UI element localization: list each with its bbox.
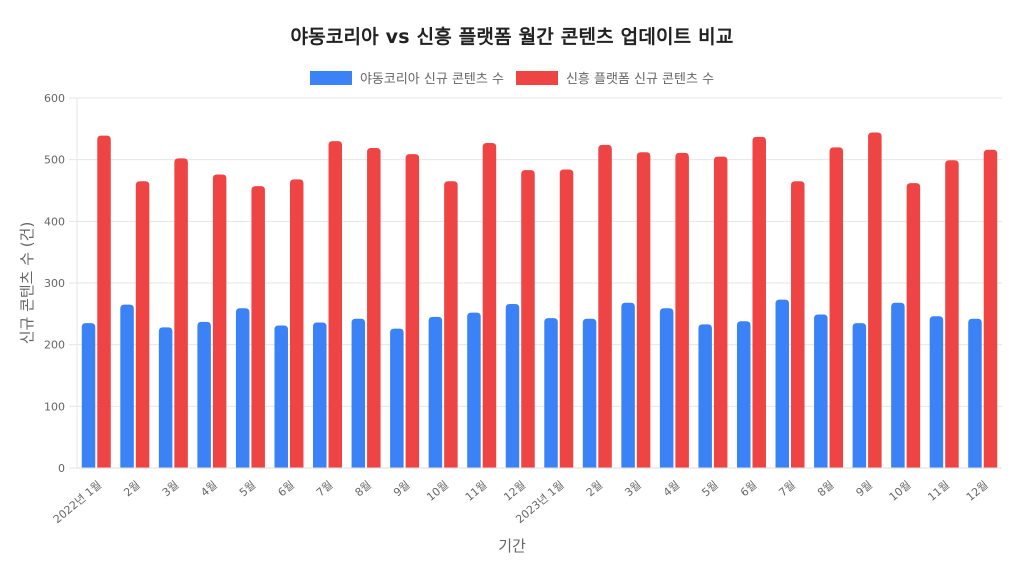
bar-series-2[interactable] bbox=[829, 147, 844, 469]
bar-series-1[interactable] bbox=[197, 321, 211, 468]
bar-series-1[interactable] bbox=[891, 302, 905, 468]
bar-series-2[interactable] bbox=[444, 181, 458, 468]
bar-series-2[interactable] bbox=[328, 141, 343, 468]
bar-series-1[interactable] bbox=[235, 308, 250, 468]
bar-series-2[interactable] bbox=[868, 132, 882, 469]
legend-label: 신흥 플랫폼 신규 콘텐츠 수 bbox=[565, 72, 715, 87]
x-tick-label: 11월 bbox=[463, 478, 490, 503]
bar-series-2[interactable] bbox=[675, 152, 689, 468]
y-tick-label: 600 bbox=[44, 92, 65, 105]
x-tick-label: 11월 bbox=[925, 478, 952, 503]
bar-series-2[interactable] bbox=[598, 144, 612, 468]
x-tick-label: 10월 bbox=[424, 478, 451, 503]
x-tick-label: 12월 bbox=[964, 478, 991, 503]
bar-series-1[interactable] bbox=[582, 318, 597, 468]
bar-series-2[interactable] bbox=[752, 136, 766, 468]
bar-series-2[interactable] bbox=[945, 160, 959, 469]
bar-series-1[interactable] bbox=[698, 324, 712, 468]
y-tick-label: 400 bbox=[44, 215, 65, 228]
legend-item-series-1[interactable]: 야동코리아 신규 콘텐츠 수 bbox=[309, 68, 504, 87]
x-tick-label: 2월 bbox=[584, 478, 605, 499]
x-tick-label: 2022년 1월 bbox=[51, 478, 104, 526]
x-tick-label: 3월 bbox=[622, 478, 643, 499]
x-tick-label: 2월 bbox=[121, 478, 142, 499]
x-tick-label: 5월 bbox=[699, 478, 720, 499]
bar-series-1[interactable] bbox=[120, 304, 134, 468]
legend-item-series-2[interactable]: 신흥 플랫폼 신규 콘텐츠 수 bbox=[515, 68, 715, 87]
bar-series-1[interactable] bbox=[505, 303, 520, 468]
bar-series-1[interactable] bbox=[659, 308, 674, 468]
y-tick-label: 100 bbox=[44, 400, 65, 413]
bar-series-1[interactable] bbox=[274, 325, 288, 468]
x-tick-label: 6월 bbox=[275, 478, 296, 499]
bar-series-1[interactable] bbox=[929, 316, 944, 468]
y-tick-label: 0 bbox=[58, 462, 65, 475]
bar-series-1[interactable] bbox=[775, 299, 790, 468]
bar-series-2[interactable] bbox=[97, 135, 111, 468]
bar-series-1[interactable] bbox=[467, 312, 481, 468]
bar-series-1[interactable] bbox=[390, 328, 404, 468]
x-tick-label: 9월 bbox=[854, 478, 875, 499]
bar-series-1[interactable] bbox=[968, 318, 982, 468]
x-tick-label: 3월 bbox=[160, 478, 181, 499]
bar-series-1[interactable] bbox=[544, 318, 558, 468]
chart-title: 야동코리아 vs 신흥 플랫폼 월간 콘텐츠 업데이트 비교 bbox=[290, 26, 734, 48]
bar-series-2[interactable] bbox=[174, 158, 188, 468]
x-tick-label: 10월 bbox=[887, 478, 914, 503]
x-tick-label: 4월 bbox=[661, 478, 682, 499]
bar-series-2[interactable] bbox=[636, 152, 651, 468]
x-tick-label: 4월 bbox=[198, 478, 219, 499]
bar-series-2[interactable] bbox=[559, 169, 574, 469]
bar-series-1[interactable] bbox=[621, 302, 635, 468]
x-tick-label: 8월 bbox=[815, 478, 836, 499]
x-tick-label: 7월 bbox=[776, 478, 797, 499]
bar-series-2[interactable] bbox=[367, 147, 381, 468]
y-tick-label: 500 bbox=[44, 154, 65, 167]
x-tick-label: 7월 bbox=[314, 478, 335, 499]
bar-series-2[interactable] bbox=[251, 186, 265, 468]
x-tick-label: 6월 bbox=[738, 478, 759, 499]
legend-label: 야동코리아 신규 콘텐츠 수 bbox=[359, 72, 504, 87]
x-axis-title: 기간 bbox=[498, 537, 526, 555]
chart-legend: 야동코리아 신규 콘텐츠 수 신흥 플랫폼 신규 콘텐츠 수 bbox=[0, 68, 1024, 87]
bar-series-1[interactable] bbox=[428, 316, 443, 468]
x-tick-label: 8월 bbox=[353, 478, 374, 499]
bar-series-2[interactable] bbox=[791, 181, 805, 468]
bar-series-2[interactable] bbox=[482, 143, 497, 468]
bar-series-2[interactable] bbox=[405, 154, 420, 468]
x-tick-label: 5월 bbox=[237, 478, 258, 499]
bar-series-1[interactable] bbox=[814, 314, 828, 468]
bar-series-2[interactable] bbox=[906, 183, 921, 468]
x-tick-label: 12월 bbox=[501, 478, 528, 503]
bar-series-1[interactable] bbox=[81, 323, 96, 468]
x-tick-label: 9월 bbox=[391, 478, 412, 499]
y-tick-label: 300 bbox=[44, 277, 65, 290]
bar-series-2[interactable] bbox=[289, 179, 304, 468]
bar-series-2[interactable] bbox=[521, 170, 535, 468]
bar-series-2[interactable] bbox=[212, 174, 227, 468]
bar-series-1[interactable] bbox=[158, 327, 173, 468]
bar-series-2[interactable] bbox=[135, 181, 150, 468]
bar-series-1[interactable] bbox=[351, 318, 366, 468]
bar-series-1[interactable] bbox=[852, 323, 867, 468]
bar-series-2[interactable] bbox=[713, 156, 728, 469]
y-tick-label: 200 bbox=[44, 339, 65, 352]
bar-series-2[interactable] bbox=[983, 149, 998, 469]
bar-series-1[interactable] bbox=[313, 322, 327, 468]
legend-swatch-blue bbox=[309, 70, 352, 85]
legend-swatch-red bbox=[515, 70, 558, 85]
bar-series-1[interactable] bbox=[736, 321, 751, 468]
